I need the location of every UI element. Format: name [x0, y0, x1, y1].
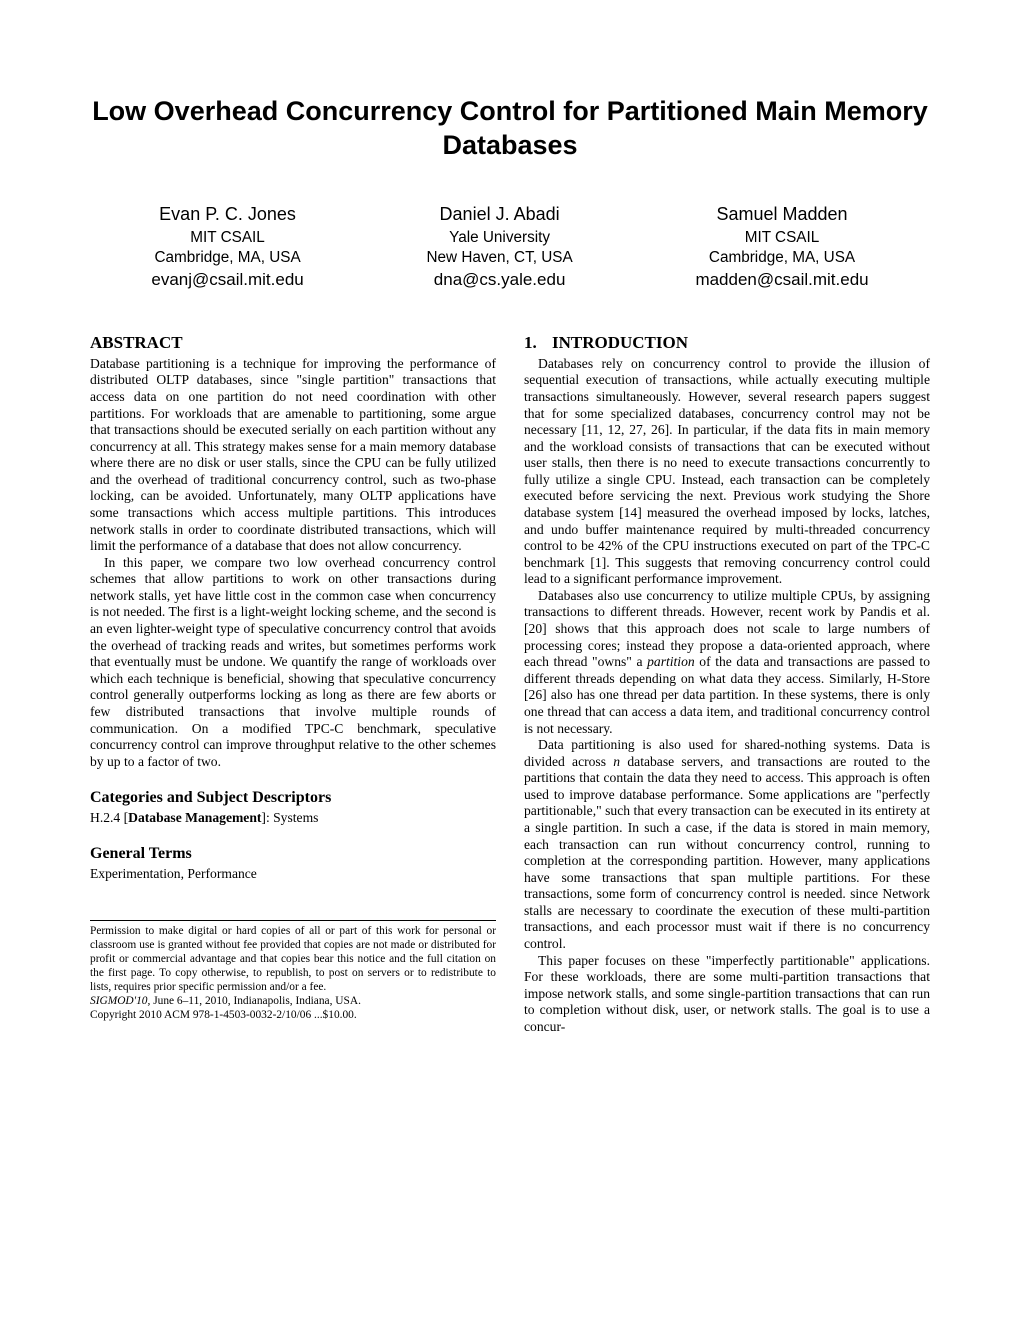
- abstract-para-2: In this paper, we compare two low overhe…: [90, 555, 496, 771]
- author-affil: Yale University: [426, 228, 572, 248]
- intro-para-1: Databases rely on concurrency control to…: [524, 356, 930, 588]
- general-terms-heading: General Terms: [90, 844, 496, 864]
- author-loc: Cambridge, MA, USA: [695, 248, 868, 268]
- intro-para-4: This paper focuses on these "imperfectly…: [524, 953, 930, 1036]
- author-2: Daniel J. Abadi Yale University New Have…: [426, 203, 572, 292]
- abstract-para-1: Database partitioning is a technique for…: [90, 356, 496, 555]
- author-affil: MIT CSAIL: [151, 228, 303, 248]
- right-column: 1.INTRODUCTION Databases rely on concurr…: [524, 333, 930, 1035]
- paper-title: Low Overhead Concurrency Control for Par…: [90, 95, 930, 163]
- intro-para-3: Data partitioning is also used for share…: [524, 737, 930, 953]
- author-name: Samuel Madden: [695, 203, 868, 227]
- author-email: dna@cs.yale.edu: [426, 269, 572, 291]
- author-name: Evan P. C. Jones: [151, 203, 303, 227]
- intro-para-2: Databases also use concurrency to utiliz…: [524, 588, 930, 737]
- permission-block: Permission to make digital or hard copie…: [90, 920, 496, 1022]
- copyright-line: Copyright 2010 ACM 978-1-4503-0032-2/10/…: [90, 1009, 496, 1023]
- categories-bold: Database Management: [128, 810, 261, 825]
- author-email: evanj@csail.mit.edu: [151, 269, 303, 291]
- intro-p3b: database servers, and transactions are r…: [524, 754, 930, 951]
- author-3: Samuel Madden MIT CSAIL Cambridge, MA, U…: [695, 203, 868, 292]
- author-email: madden@csail.mit.edu: [695, 269, 868, 291]
- intro-p2-em: partition: [647, 654, 695, 669]
- author-loc: New Haven, CT, USA: [426, 248, 572, 268]
- categories-text: H.2.4 [Database Management]: Systems: [90, 810, 496, 827]
- section-number: 1.: [524, 333, 552, 354]
- general-terms-text: Experimentation, Performance: [90, 866, 496, 883]
- categories-heading: Categories and Subject Descriptors: [90, 788, 496, 808]
- intro-heading: 1.INTRODUCTION: [524, 333, 930, 354]
- abstract-heading: ABSTRACT: [90, 333, 496, 354]
- section-title: INTRODUCTION: [552, 333, 688, 352]
- two-column-body: ABSTRACT Database partitioning is a tech…: [90, 333, 930, 1035]
- venue-rest: June 6–11, 2010, Indianapolis, Indiana, …: [150, 995, 361, 1007]
- venue-name: SIGMOD'10,: [90, 995, 150, 1007]
- authors-block: Evan P. C. Jones MIT CSAIL Cambridge, MA…: [90, 203, 930, 292]
- venue-line: SIGMOD'10, June 6–11, 2010, Indianapolis…: [90, 995, 496, 1009]
- left-column: ABSTRACT Database partitioning is a tech…: [90, 333, 496, 1035]
- categories-pre: H.2.4 [: [90, 810, 128, 825]
- author-1: Evan P. C. Jones MIT CSAIL Cambridge, MA…: [151, 203, 303, 292]
- permission-text: Permission to make digital or hard copie…: [90, 925, 496, 995]
- paper-page: Low Overhead Concurrency Control for Par…: [0, 0, 1020, 1320]
- author-affil: MIT CSAIL: [695, 228, 868, 248]
- author-name: Daniel J. Abadi: [426, 203, 572, 227]
- categories-post: ]: Systems: [261, 810, 318, 825]
- author-loc: Cambridge, MA, USA: [151, 248, 303, 268]
